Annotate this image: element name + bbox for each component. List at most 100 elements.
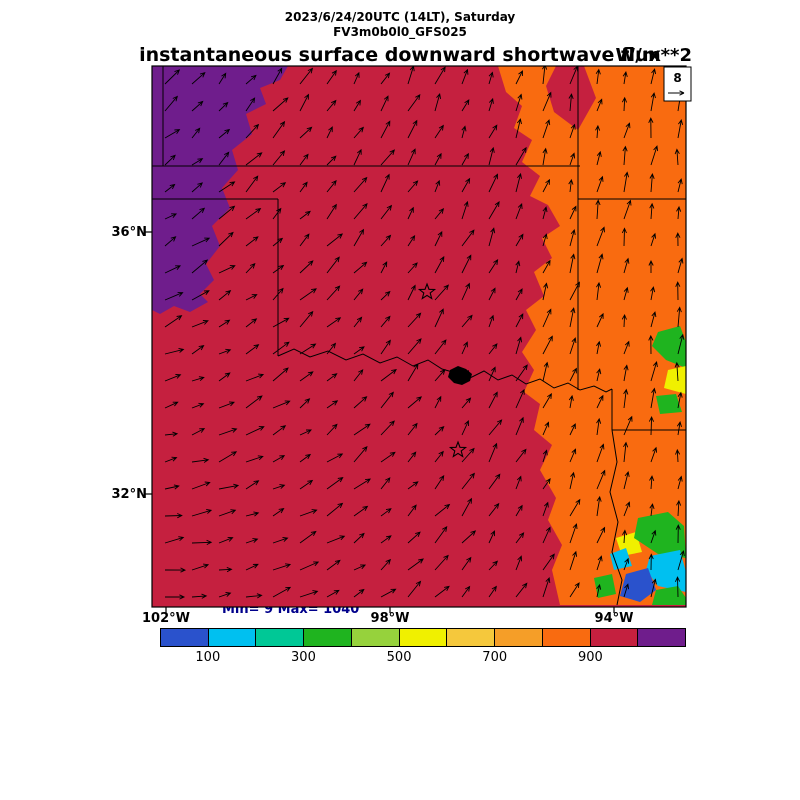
wind-arrow: [164, 401, 179, 409]
wind-arrow: [299, 260, 314, 274]
reference-vector-value: 8: [673, 71, 681, 85]
wind-arrow: [542, 576, 551, 598]
wind-arrow: [326, 476, 344, 490]
wind-arrow: [515, 70, 523, 85]
wind-arrow: [568, 93, 574, 112]
wind-arrow: [488, 200, 500, 220]
wind-arrow: [515, 475, 522, 490]
wind-arrow: [675, 448, 681, 463]
wind-arrow: [191, 127, 201, 139]
wind-arrow: [272, 150, 286, 166]
wind-arrow: [191, 71, 206, 85]
wind-arrow: [164, 236, 177, 247]
wind-arrow: [461, 282, 470, 301]
wind-arrow: [299, 233, 310, 247]
wind-arrow: [461, 200, 469, 220]
colorbar-segment: [303, 629, 351, 646]
wind-arrow: [245, 511, 260, 517]
wind-arrow: [488, 97, 494, 112]
wind-arrow: [596, 417, 602, 436]
wind-arrow: [380, 149, 396, 166]
colorbar-segment: [589, 629, 638, 646]
wind-arrow: [595, 199, 601, 220]
wind-arrow: [380, 290, 391, 301]
wind-arrow: [272, 207, 282, 220]
wind-arrow: [353, 564, 367, 571]
wind-arrow: [326, 179, 337, 193]
wind-arrow: [380, 451, 396, 463]
wind-arrow: [407, 558, 424, 571]
wind-arrow: [674, 361, 680, 382]
wind-arrow: [407, 235, 416, 247]
wind-arrow: [191, 509, 213, 517]
wind-arrow: [326, 126, 333, 139]
wind-arrow: [568, 394, 574, 409]
lat-tick-label-32n: 32°N: [111, 487, 147, 502]
wind-arrow: [623, 388, 629, 409]
wind-arrow: [650, 360, 658, 382]
wind-arrow: [488, 146, 495, 166]
wind-arrow: [272, 97, 289, 112]
wind-arrow: [299, 310, 314, 328]
wind-arrow: [218, 72, 227, 85]
wind-arrow: [245, 294, 258, 301]
wind-arrow: [569, 205, 577, 220]
wind-arrow: [299, 590, 319, 598]
wind-arrow: [623, 171, 630, 193]
wind-arrow: [434, 152, 442, 166]
region-green-right-1: [652, 326, 686, 368]
wind-arrow: [164, 374, 182, 382]
wind-arrow: [191, 100, 204, 112]
wind-arrow: [650, 145, 659, 166]
wind-arrow: [164, 183, 176, 193]
wind-arrow: [488, 366, 496, 382]
lon-tick-label-102w: 102°W: [142, 611, 190, 626]
wind-arrow: [380, 420, 395, 436]
wind-arrow: [299, 371, 314, 382]
colorbar-segment: [398, 629, 447, 646]
wind-arrow: [245, 175, 259, 193]
wind-arrow: [488, 173, 498, 193]
wind-arrow: [674, 148, 680, 166]
wind-arrow: [649, 475, 655, 490]
wind-arrow: [353, 126, 365, 139]
wind-arrow: [299, 429, 312, 436]
wind-arrow: [218, 401, 235, 409]
wind-arrow: [353, 228, 365, 247]
wind-arrow: [326, 342, 337, 355]
wind-arrow: [191, 428, 206, 436]
wind-arrow: [488, 227, 496, 247]
wind-arrow: [407, 262, 418, 274]
wind-arrow: [272, 537, 289, 544]
wind-arrow: [542, 308, 552, 328]
wind-arrow: [191, 237, 211, 247]
wind-arrow: [326, 69, 337, 85]
wind-arrow: [648, 117, 654, 139]
wind-arrow: [569, 152, 576, 166]
wind-arrow: [380, 588, 397, 598]
wind-arrow: [542, 335, 553, 355]
wind-arrow: [272, 287, 284, 301]
wind-arrow: [272, 264, 285, 274]
wind-arrow: [191, 158, 204, 166]
wind-arrow: [434, 124, 444, 139]
wind-arrow: [407, 481, 419, 490]
wind-arrow: [596, 555, 603, 571]
wind-arrow: [434, 503, 451, 517]
wind-arrow: [569, 307, 576, 328]
region-blue-se: [620, 568, 656, 602]
wind-arrow: [353, 346, 365, 355]
wind-arrow: [621, 313, 627, 328]
wind-arrow: [515, 260, 521, 274]
wind-arrow: [488, 287, 496, 301]
colorbar-segment: [255, 629, 304, 646]
wind-arrow: [677, 178, 683, 193]
wind-arrow: [650, 387, 657, 409]
wind-arrow: [164, 456, 178, 463]
wind-arrow: [353, 396, 368, 409]
wind-arrow: [488, 314, 495, 328]
wind-arrow: [245, 395, 263, 409]
wind-arrow: [434, 284, 450, 301]
wind-arrow: [434, 255, 445, 274]
wind-arrow: [245, 426, 265, 436]
